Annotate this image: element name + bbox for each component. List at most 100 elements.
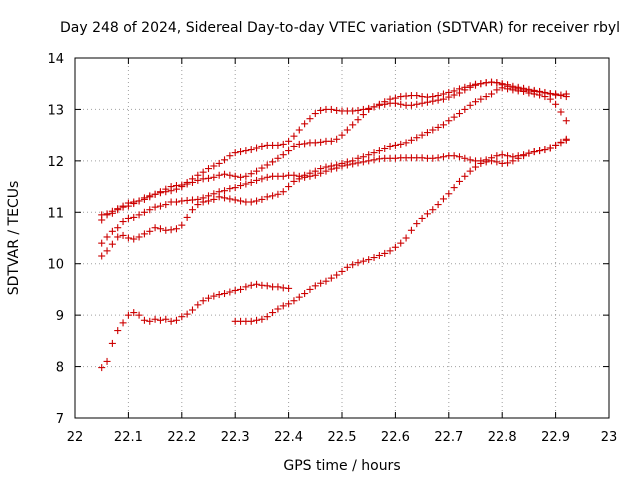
data-point bbox=[108, 227, 116, 235]
data-point bbox=[114, 205, 122, 213]
data-point bbox=[253, 316, 261, 324]
data-point bbox=[455, 110, 463, 118]
data-point bbox=[381, 100, 389, 108]
data-point bbox=[167, 317, 175, 325]
data-point bbox=[530, 148, 538, 156]
data-point bbox=[285, 183, 293, 191]
data-point bbox=[349, 157, 357, 165]
data-point bbox=[98, 252, 106, 260]
data-point bbox=[156, 316, 164, 324]
data-point bbox=[103, 247, 111, 255]
data-point bbox=[472, 81, 479, 89]
data-point bbox=[317, 138, 325, 146]
data-point bbox=[242, 172, 250, 180]
data-point bbox=[450, 184, 458, 192]
x-tick-label: 22.7 bbox=[434, 430, 463, 445]
data-point bbox=[439, 95, 447, 103]
x-axis-label: GPS time / hours bbox=[283, 458, 400, 474]
x-tick-label: 22.4 bbox=[274, 430, 303, 445]
data-point bbox=[498, 81, 506, 89]
data-point bbox=[124, 311, 132, 319]
x-tick-label: 22.2 bbox=[167, 430, 196, 445]
data-point bbox=[381, 145, 389, 153]
data-point bbox=[413, 92, 421, 100]
y-tick-label: 8 bbox=[56, 361, 64, 376]
data-point bbox=[124, 202, 132, 210]
data-point bbox=[269, 158, 277, 166]
data-point bbox=[359, 105, 367, 113]
data-point bbox=[162, 188, 170, 196]
data-point bbox=[215, 291, 223, 299]
data-point bbox=[119, 203, 127, 211]
data-point bbox=[205, 294, 212, 302]
data-point bbox=[172, 316, 180, 324]
data-point bbox=[274, 305, 282, 313]
data-point bbox=[504, 152, 512, 160]
data-point bbox=[466, 83, 474, 91]
data-point bbox=[226, 185, 234, 193]
data-points bbox=[98, 78, 570, 372]
data-point bbox=[221, 170, 229, 178]
data-point bbox=[322, 163, 330, 171]
data-point bbox=[263, 173, 271, 181]
data-point bbox=[269, 309, 277, 317]
data-point bbox=[215, 188, 223, 196]
data-point bbox=[114, 224, 122, 232]
data-point bbox=[423, 129, 431, 137]
data-point bbox=[386, 247, 394, 255]
data-point bbox=[466, 156, 474, 164]
data-point bbox=[450, 113, 458, 121]
data-point bbox=[381, 249, 389, 257]
data-point bbox=[242, 283, 250, 291]
data-point bbox=[504, 82, 512, 90]
data-point bbox=[418, 131, 426, 139]
data-point bbox=[504, 159, 512, 167]
data-point bbox=[156, 202, 164, 210]
data-point bbox=[354, 106, 362, 114]
data-point bbox=[455, 153, 463, 161]
data-point bbox=[274, 283, 282, 291]
data-point bbox=[488, 90, 496, 98]
data-point bbox=[370, 149, 378, 157]
data-point bbox=[317, 279, 325, 287]
data-point bbox=[194, 171, 202, 179]
grid-lines bbox=[75, 58, 609, 418]
data-point bbox=[349, 121, 357, 129]
data-point bbox=[226, 171, 234, 179]
x-tick-label: 22.5 bbox=[328, 430, 357, 445]
data-point bbox=[231, 196, 239, 204]
data-point bbox=[279, 172, 287, 180]
data-point bbox=[279, 151, 287, 159]
data-point bbox=[413, 100, 421, 108]
data-point bbox=[562, 117, 570, 125]
data-point bbox=[450, 152, 458, 160]
data-point bbox=[472, 98, 479, 106]
data-point bbox=[279, 302, 287, 310]
data-point bbox=[253, 144, 261, 152]
data-point bbox=[482, 93, 490, 101]
data-point bbox=[140, 316, 148, 324]
data-point bbox=[285, 137, 293, 145]
x-tick-label: 22 bbox=[67, 430, 84, 445]
data-point bbox=[135, 311, 143, 319]
data-point bbox=[423, 210, 431, 218]
data-point bbox=[514, 85, 522, 93]
data-point bbox=[423, 98, 431, 106]
data-point bbox=[226, 195, 234, 203]
data-point bbox=[263, 193, 271, 201]
y-axis-label: SDTVAR / TECUs bbox=[6, 181, 22, 296]
y-tick-label: 7 bbox=[56, 412, 64, 427]
y-tick-label: 14 bbox=[47, 52, 64, 67]
data-point bbox=[285, 284, 293, 292]
data-point bbox=[445, 93, 453, 101]
data-point bbox=[557, 108, 565, 116]
data-point bbox=[488, 154, 496, 162]
data-point bbox=[397, 100, 405, 108]
data-point bbox=[188, 175, 196, 183]
data-point bbox=[130, 213, 138, 221]
data-point bbox=[103, 233, 111, 241]
data-point bbox=[98, 211, 106, 219]
chart-title: Day 248 of 2024, Sidereal Day-to-day VTE… bbox=[60, 20, 620, 36]
series-track-6 bbox=[98, 78, 570, 219]
data-point bbox=[135, 211, 143, 219]
